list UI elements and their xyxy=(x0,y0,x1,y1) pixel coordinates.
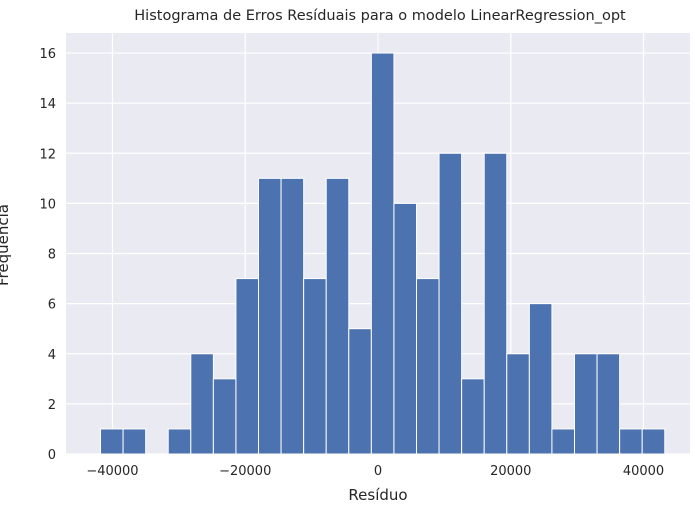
histogram-bars xyxy=(100,52,666,455)
histogram-bar xyxy=(167,428,192,455)
y-tick-label: 0 xyxy=(48,448,56,463)
y-tick-label: 2 xyxy=(48,398,56,413)
histogram-bar xyxy=(416,278,440,455)
y-tick-label: 10 xyxy=(39,197,56,212)
x-tick-label: −40000 xyxy=(86,464,138,479)
y-tick-label: 14 xyxy=(39,97,56,112)
x-tick-label: 20000 xyxy=(490,464,531,479)
x-axis-label: Resíduo xyxy=(348,486,408,504)
y-tick-label: 8 xyxy=(48,248,56,263)
histogram-bar xyxy=(483,152,508,455)
histogram-bar xyxy=(303,278,327,455)
x-tick-labels: −40000 −20000 0 20000 40000 xyxy=(86,464,664,479)
y-tick-label: 4 xyxy=(48,348,56,363)
chart-title: Histograma de Erros Resíduais para o mod… xyxy=(134,8,626,24)
histogram-bar xyxy=(100,428,124,455)
histogram-bar xyxy=(280,177,305,455)
y-tick-label: 6 xyxy=(48,298,56,313)
histogram-bar xyxy=(551,428,575,455)
histogram-bar xyxy=(461,378,485,455)
histogram-bar xyxy=(506,353,530,455)
histogram-bar xyxy=(596,353,621,455)
y-tick-label: 16 xyxy=(39,47,56,62)
histogram-bar xyxy=(258,177,282,455)
histogram-bar xyxy=(122,428,147,455)
histogram-bar xyxy=(641,428,666,455)
histogram-bar xyxy=(235,278,260,455)
histogram-bar xyxy=(212,378,237,455)
histogram-bar xyxy=(370,52,395,455)
x-tick-label: −20000 xyxy=(219,464,271,479)
y-tick-labels: 0 2 4 6 8 10 12 14 16 xyxy=(39,47,56,463)
histogram-bar xyxy=(438,152,463,455)
histogram-bar xyxy=(393,202,418,455)
histogram-bar xyxy=(528,303,553,455)
x-tick-label: 40000 xyxy=(623,464,664,479)
histogram-bar xyxy=(325,177,350,455)
x-tick-label: 0 xyxy=(374,464,382,479)
histogram-bar xyxy=(190,353,214,455)
y-tick-label: 12 xyxy=(39,147,56,162)
histogram-bar xyxy=(348,328,372,455)
histogram-bar xyxy=(573,353,598,455)
histogram-bar xyxy=(619,428,643,455)
